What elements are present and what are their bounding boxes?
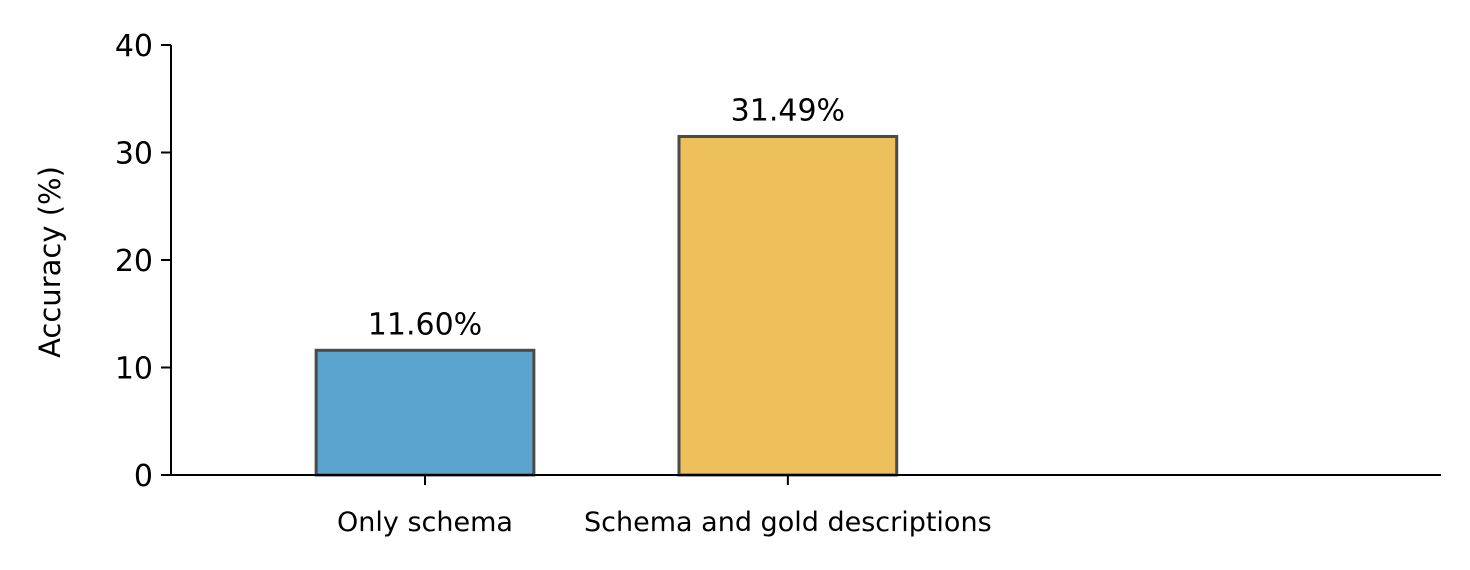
y-tick-label: 30 <box>115 137 153 172</box>
y-axis-title: Accuracy (%) <box>33 166 67 358</box>
y-tick-label: 0 <box>134 459 153 494</box>
y-tick-label: 40 <box>115 29 153 64</box>
bar <box>677 134 899 477</box>
bar-value-label: 11.60% <box>368 307 482 342</box>
x-category-label: Only schema <box>337 507 513 538</box>
bar <box>314 348 536 477</box>
bar-value-label: 31.49% <box>731 93 845 128</box>
y-tick-label: 10 <box>115 352 153 387</box>
x-axis-ticks: Only schema Schema and gold descriptions <box>337 475 992 538</box>
bars-group: 11.60% 31.49% <box>314 93 899 477</box>
y-tick-label: 20 <box>115 244 153 279</box>
y-axis-ticks: 0 10 20 30 40 <box>115 29 171 494</box>
x-category-label: Schema and gold descriptions <box>584 507 992 538</box>
